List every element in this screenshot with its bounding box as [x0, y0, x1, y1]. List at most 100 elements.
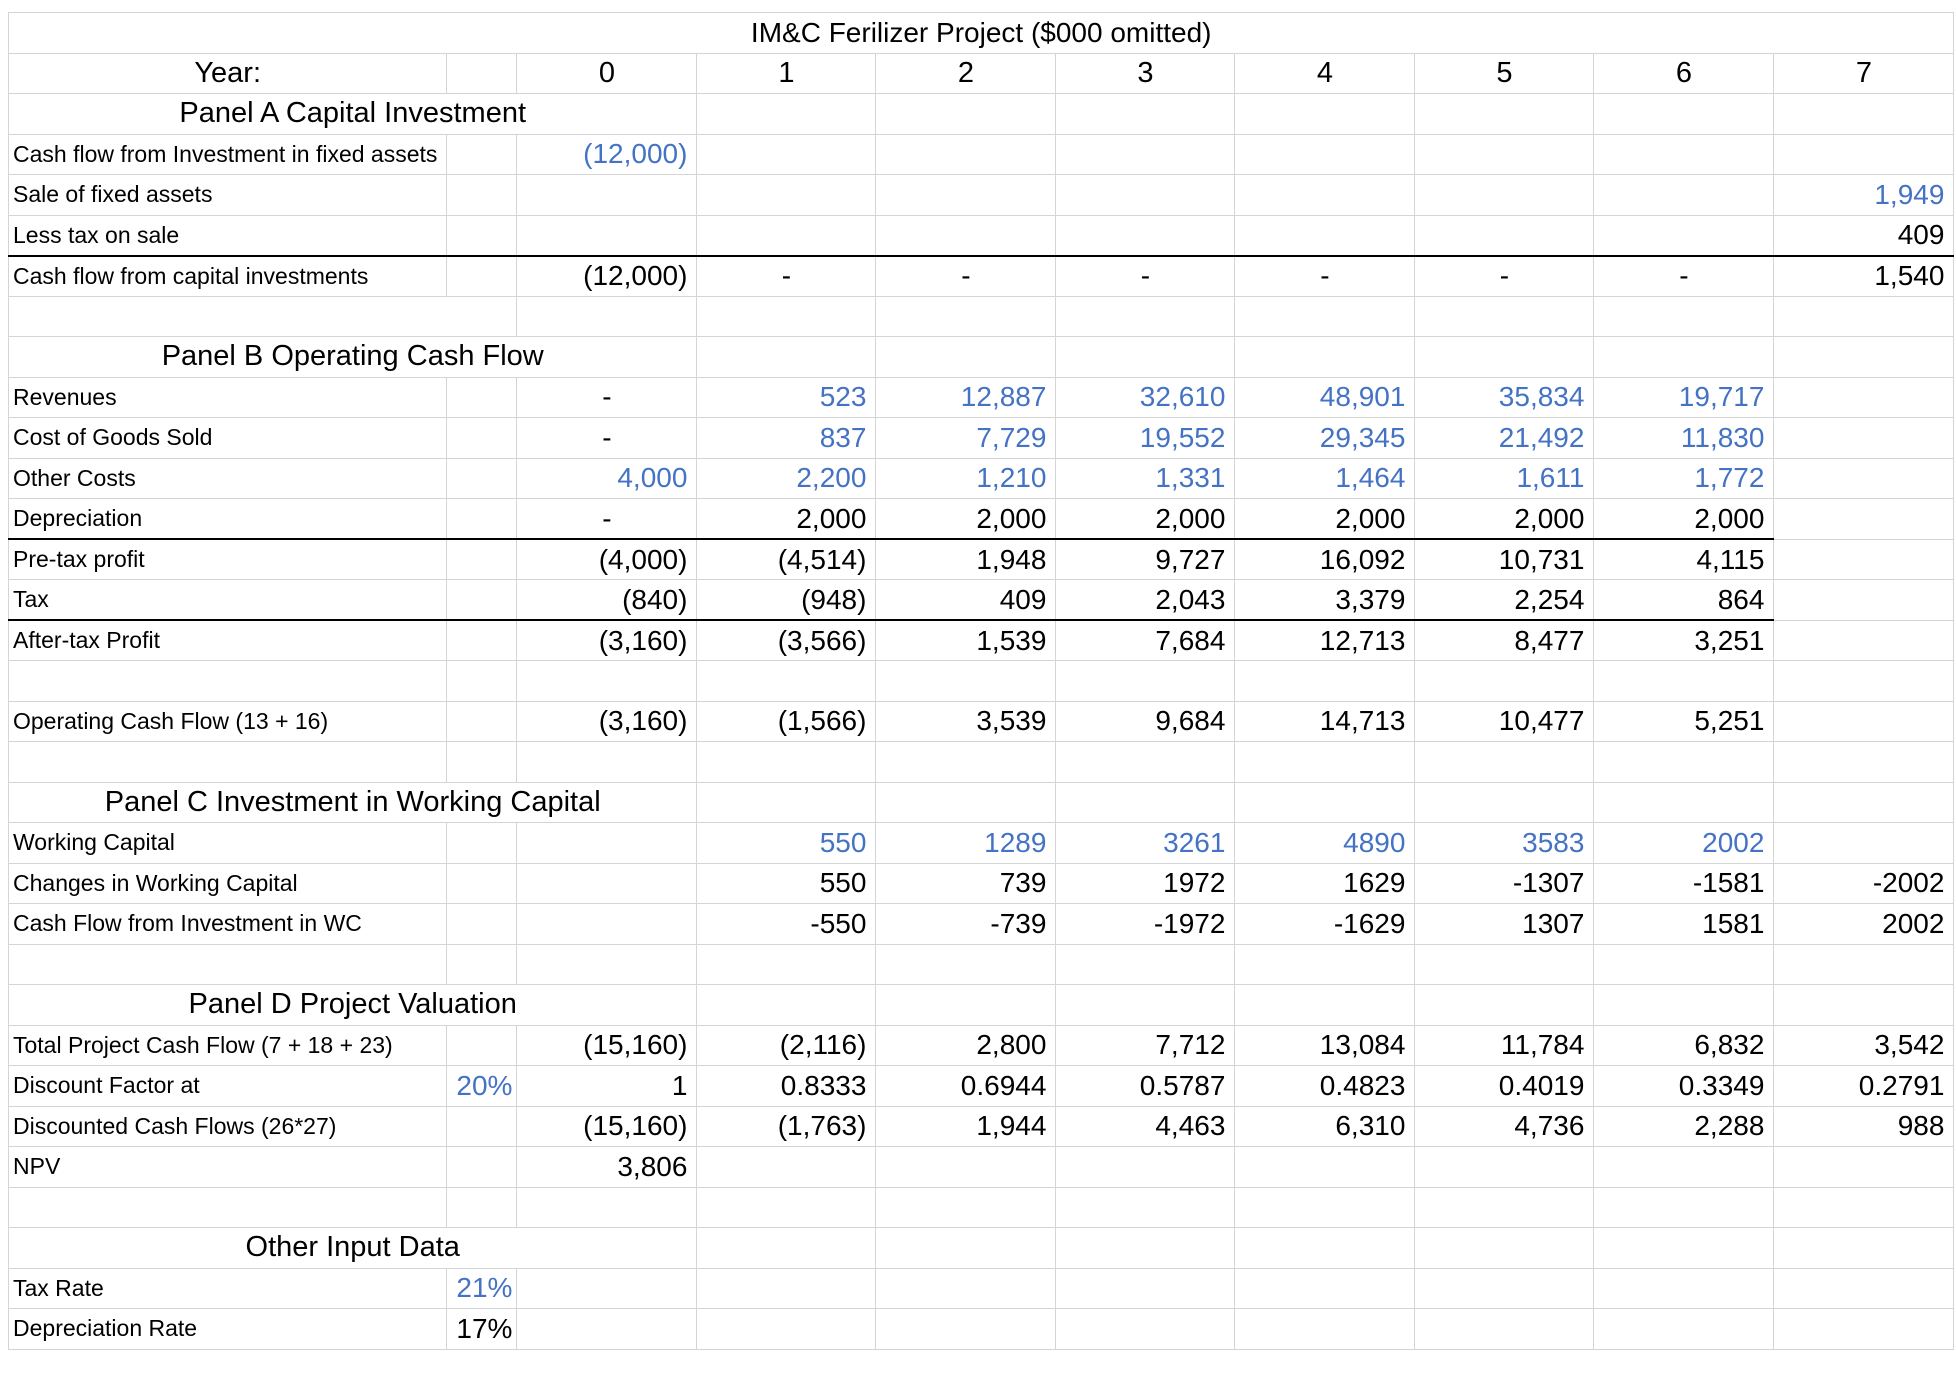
cell[interactable]	[1234, 1146, 1416, 1188]
cell[interactable]	[446, 214, 518, 256]
cell[interactable]	[516, 174, 698, 216]
row-label[interactable]: Pre-tax profit	[7, 538, 448, 580]
cell[interactable]	[696, 133, 877, 175]
value-cell[interactable]: 48,901	[1234, 376, 1416, 418]
cell[interactable]	[1055, 133, 1236, 175]
cell[interactable]	[446, 822, 518, 864]
value-cell[interactable]: 1,464	[1234, 457, 1416, 499]
cell[interactable]	[1773, 93, 1955, 135]
value-cell[interactable]: 0.2791	[1773, 1065, 1955, 1107]
value-cell[interactable]: -	[696, 254, 877, 297]
value-cell[interactable]: -1307	[1414, 862, 1595, 904]
value-cell[interactable]: 0.6944	[875, 1065, 1057, 1107]
value-cell[interactable]: (840)	[516, 579, 698, 621]
cell[interactable]	[696, 295, 877, 337]
value-cell[interactable]: 1581	[1593, 903, 1775, 945]
cell[interactable]	[446, 52, 518, 94]
cell[interactable]	[1414, 295, 1595, 337]
value-cell[interactable]: 1629	[1234, 862, 1416, 904]
value-cell[interactable]: 0.4019	[1414, 1065, 1595, 1107]
cell[interactable]	[1414, 781, 1595, 823]
value-cell[interactable]: 0.5787	[1055, 1065, 1236, 1107]
cell[interactable]	[696, 93, 877, 135]
panel-c-heading[interactable]: Panel C Investment in Working Capital	[7, 781, 698, 823]
value-cell[interactable]: 550	[696, 822, 877, 864]
cell[interactable]	[1593, 1308, 1775, 1350]
row-label[interactable]: Cash flow from Investment in fixed asset…	[7, 133, 448, 175]
value-cell[interactable]: 1,944	[875, 1105, 1057, 1147]
row-label[interactable]: Total Project Cash Flow (7 + 18 + 23)	[7, 1024, 448, 1066]
value-cell[interactable]: 19,717	[1593, 376, 1775, 418]
cell[interactable]	[1234, 133, 1416, 175]
cell[interactable]	[1055, 1267, 1236, 1309]
cell[interactable]	[1414, 741, 1595, 783]
cell[interactable]	[696, 1227, 877, 1269]
cell[interactable]	[1593, 1146, 1775, 1188]
cell[interactable]	[1414, 943, 1595, 985]
value-cell[interactable]: -1972	[1055, 903, 1236, 945]
row-label[interactable]: Working Capital	[7, 822, 448, 864]
cell[interactable]	[1773, 457, 1955, 499]
cell[interactable]	[1234, 1267, 1416, 1309]
cell[interactable]	[696, 660, 877, 702]
value-cell[interactable]: (15,160)	[516, 1024, 698, 1066]
value-cell[interactable]: 0.8333	[696, 1065, 877, 1107]
value-cell[interactable]: 7,729	[875, 417, 1057, 459]
cell[interactable]	[1234, 1227, 1416, 1269]
cell[interactable]	[446, 376, 518, 418]
cell[interactable]	[446, 1024, 518, 1066]
value-cell[interactable]: (3,566)	[696, 619, 877, 661]
cell[interactable]	[875, 1186, 1057, 1228]
cell[interactable]	[1593, 660, 1775, 702]
cell[interactable]	[1773, 579, 1955, 621]
value-cell[interactable]: 1307	[1414, 903, 1595, 945]
value-cell[interactable]: 4,000	[516, 457, 698, 499]
value-cell[interactable]: 1,331	[1055, 457, 1236, 499]
value-cell[interactable]: 3,379	[1234, 579, 1416, 621]
value-cell[interactable]: 14,713	[1234, 700, 1416, 742]
value-cell[interactable]: 2002	[1593, 822, 1775, 864]
cell[interactable]	[1773, 984, 1955, 1026]
value-cell[interactable]: 19,552	[1055, 417, 1236, 459]
cell[interactable]	[875, 984, 1057, 1026]
cell[interactable]	[1234, 741, 1416, 783]
value-cell[interactable]: 2,043	[1055, 579, 1236, 621]
value-cell[interactable]: -1629	[1234, 903, 1416, 945]
value-cell[interactable]: (2,116)	[696, 1024, 877, 1066]
cell[interactable]	[516, 295, 698, 337]
value-cell[interactable]: (15,160)	[516, 1105, 698, 1147]
value-cell[interactable]: (12,000)	[516, 254, 698, 297]
cell[interactable]	[1773, 376, 1955, 418]
value-cell[interactable]: (1,763)	[696, 1105, 877, 1147]
value-cell[interactable]: 1,949	[1773, 174, 1955, 216]
value-cell[interactable]: 35,834	[1414, 376, 1595, 418]
other-input-heading[interactable]: Other Input Data	[7, 1227, 698, 1269]
cell[interactable]	[1055, 1146, 1236, 1188]
row-label[interactable]: Depreciation	[7, 498, 448, 540]
value-cell[interactable]: 0.3349	[1593, 1065, 1775, 1107]
cell[interactable]	[1055, 781, 1236, 823]
cell[interactable]	[516, 822, 698, 864]
cell[interactable]	[1234, 1308, 1416, 1350]
cell[interactable]	[696, 1308, 877, 1350]
value-cell[interactable]: 837	[696, 417, 877, 459]
value-cell[interactable]: 4,115	[1593, 538, 1775, 580]
cell[interactable]	[875, 1146, 1057, 1188]
value-cell[interactable]: 2,800	[875, 1024, 1057, 1066]
value-cell[interactable]: 409	[1773, 214, 1955, 256]
value-cell[interactable]: 4,463	[1055, 1105, 1236, 1147]
row-label[interactable]: NPV	[7, 1146, 448, 1188]
value-cell[interactable]: 10,731	[1414, 538, 1595, 580]
row-label[interactable]: Tax Rate	[7, 1267, 448, 1309]
cell[interactable]	[696, 984, 877, 1026]
value-cell[interactable]: 2,200	[696, 457, 877, 499]
cell[interactable]	[1593, 984, 1775, 1026]
cell[interactable]	[1234, 781, 1416, 823]
value-cell[interactable]: 2,000	[875, 498, 1057, 540]
cell[interactable]	[516, 943, 698, 985]
value-cell[interactable]: (3,160)	[516, 619, 698, 661]
cell[interactable]	[696, 1186, 877, 1228]
value-cell[interactable]: 2,000	[1234, 498, 1416, 540]
value-cell[interactable]: 8,477	[1414, 619, 1595, 661]
value-cell[interactable]: 1,948	[875, 538, 1057, 580]
